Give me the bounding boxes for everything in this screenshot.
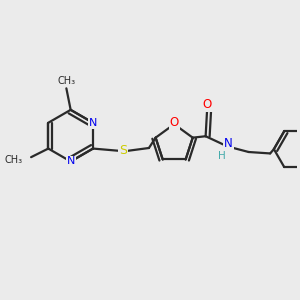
- Text: N: N: [89, 118, 97, 128]
- Text: CH₃: CH₃: [4, 155, 22, 165]
- Text: O: O: [169, 116, 179, 129]
- Text: N: N: [224, 137, 233, 150]
- Text: H: H: [218, 151, 226, 161]
- Text: S: S: [119, 144, 127, 158]
- Text: O: O: [202, 98, 212, 111]
- Text: N: N: [67, 157, 75, 166]
- Text: CH₃: CH₃: [57, 76, 75, 86]
